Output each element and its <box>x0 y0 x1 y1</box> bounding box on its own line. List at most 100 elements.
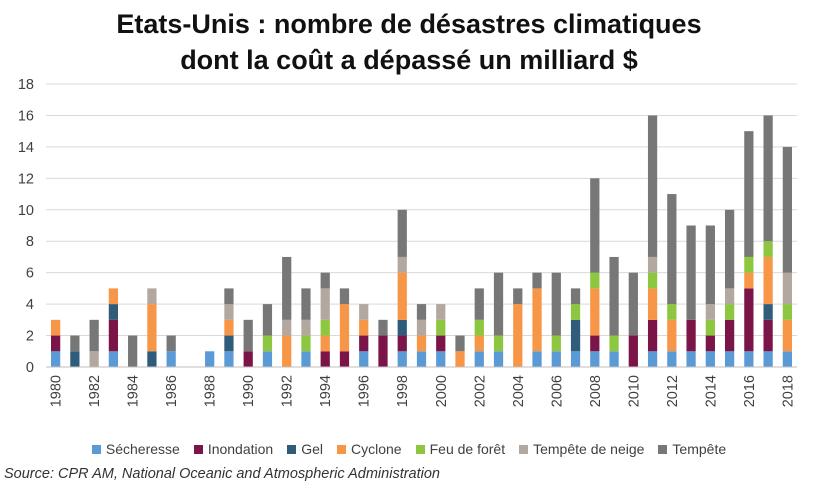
bar-segment <box>782 304 792 320</box>
legend-label: Cyclone <box>351 441 402 457</box>
bar-segment <box>224 335 234 352</box>
bar-segment <box>647 115 658 257</box>
bar-segment <box>147 304 157 352</box>
legend-swatch <box>658 444 668 454</box>
bar-segment <box>397 335 407 352</box>
bar-segment <box>108 304 119 320</box>
x-tick-label: 1988 <box>203 375 219 407</box>
bar-segment <box>147 288 157 305</box>
x-tick-label: 2010 <box>626 375 642 407</box>
bar-segment <box>262 351 273 367</box>
bar-segment <box>782 351 792 367</box>
bar-segment <box>705 304 715 320</box>
bar-segment <box>705 335 715 352</box>
source-note: Source: CPR AM, National Oceanic and Atm… <box>4 466 440 482</box>
x-tick-label: 2006 <box>549 375 565 407</box>
bar-segment <box>667 319 677 352</box>
bar-segment <box>667 194 677 305</box>
y-tick-label: 8 <box>26 234 34 250</box>
x-tick-label: 2008 <box>588 375 604 407</box>
bar-segment <box>609 256 619 336</box>
legend-item: Sécheresse <box>91 441 180 457</box>
bar-segment <box>590 272 600 289</box>
bar-segment <box>763 304 773 320</box>
bar-segment <box>570 288 581 305</box>
bar-segment <box>320 319 330 336</box>
bar-segment <box>744 288 754 352</box>
bar-segment <box>89 319 99 352</box>
legend-swatch <box>337 444 347 454</box>
bar-segment <box>262 304 273 336</box>
bar-segment <box>70 335 80 352</box>
bar-segment <box>782 272 792 305</box>
bar-segment <box>128 335 138 367</box>
bar-segment <box>224 351 234 367</box>
y-tick-label: 4 <box>26 297 34 313</box>
legend-item: Inondation <box>193 441 273 457</box>
x-tick-label: 2012 <box>665 375 681 407</box>
bar-segment <box>590 351 600 367</box>
bar-segment <box>416 304 427 320</box>
bar-segment <box>744 131 754 257</box>
y-tick-label: 10 <box>18 203 34 219</box>
bar-segment <box>397 209 407 257</box>
bar-segment <box>108 319 119 352</box>
bar-segment <box>282 319 292 336</box>
bar-segment <box>339 288 350 305</box>
x-tick-label: 1994 <box>318 375 334 407</box>
bar-segment <box>359 335 369 352</box>
x-tick-label: 1984 <box>126 375 142 407</box>
bar-segment <box>724 319 735 352</box>
bar-segment <box>686 225 696 320</box>
y-tick-label: 16 <box>18 108 34 124</box>
legend-swatch <box>415 444 425 454</box>
bar-segment <box>378 319 388 336</box>
legend-item: Gel <box>287 441 323 457</box>
bar-segment <box>744 272 754 289</box>
bar-segment <box>282 256 292 320</box>
bar-segment <box>51 335 61 352</box>
bar-segment <box>474 288 484 320</box>
bar-segment <box>744 256 754 273</box>
bar-segment <box>724 351 735 367</box>
bar-segment <box>724 288 735 305</box>
bar-segment <box>705 225 715 305</box>
bar-segment <box>570 319 581 352</box>
legend-item: Feu de forêt <box>415 441 505 457</box>
bar-segment <box>436 319 446 336</box>
bar-segment <box>108 288 119 305</box>
bar-segment <box>763 256 773 305</box>
bar-segment <box>513 304 523 367</box>
bar-segment <box>551 335 561 352</box>
y-tick-label: 6 <box>26 266 34 282</box>
bar-segment <box>359 304 369 320</box>
chart-title-line-2: dont la coût a dépassé un milliard $ <box>180 45 638 75</box>
legend-swatch <box>519 444 529 454</box>
bar-segment <box>455 351 465 367</box>
bar-segment <box>89 351 99 367</box>
bar-segment <box>551 272 561 336</box>
bar-segment <box>705 351 715 367</box>
bar-segment <box>532 288 542 352</box>
bar-segment <box>416 319 427 336</box>
legend-swatch <box>193 444 203 454</box>
x-tick-label: 1990 <box>241 375 257 407</box>
bar-segment <box>724 304 735 320</box>
bar-segment <box>320 288 330 320</box>
bar-segment <box>474 319 484 336</box>
bar-segment <box>763 115 773 242</box>
bar-segment <box>609 335 619 352</box>
bar-segment <box>301 351 311 367</box>
bar-segment <box>590 178 600 273</box>
legend-swatch <box>287 444 297 454</box>
bar-segment <box>378 335 388 367</box>
x-tick-label: 1998 <box>395 375 411 407</box>
legend-label: Tempête de neige <box>533 441 645 457</box>
bar-segment <box>147 351 157 367</box>
x-tick-label: 2002 <box>472 375 488 407</box>
bar-segment <box>397 256 407 273</box>
bar-segment <box>51 351 61 367</box>
bar-segment <box>647 288 658 320</box>
y-tick-label: 14 <box>18 140 34 156</box>
x-tick-label: 2016 <box>742 375 758 407</box>
